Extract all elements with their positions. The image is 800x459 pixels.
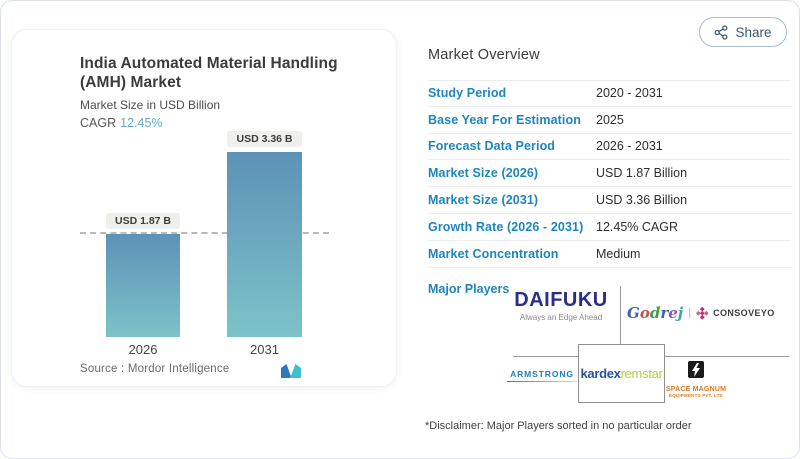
row-label: Market Size (2026) [428,166,539,181]
market-size-chart-card: India Automated Material Handling (AMH) … [11,29,397,387]
bar-chart-plot: USD 1.87 B USD 3.36 B [12,30,398,337]
logo-grid-divider-horizontal-right [665,356,789,357]
row-value: 2026 - 2031 [596,139,663,154]
table-row: Market Concentration Medium [428,241,791,268]
row-label: Market Size (2031) [428,193,539,208]
row-value: Medium [596,246,641,261]
threshold-dashed-line [80,232,329,234]
row-value: USD 1.87 Billion [596,166,688,181]
row-value: USD 3.36 Billion [596,193,688,208]
bar-value-label-2031: USD 3.36 B [227,131,302,147]
godrej-consoveyo-logos: Godrej | CONSOVEYO [627,300,789,326]
mordor-intelligence-logo-icon [281,364,301,378]
disclaimer-text: *Disclaimer: Major Players sorted in no … [425,420,692,432]
row-label: Forecast Data Period [428,139,556,154]
row-value: 2020 - 2031 [596,86,663,101]
source-row: Source : Mordor Intelligence [80,363,330,378]
logo-separator: | [688,307,692,319]
chart-title: India Automated Material Handling (AMH) … [80,55,338,91]
x-axis-label-2026: 2026 [128,342,158,357]
consoveyo-logo: CONSOVEYO [713,308,775,318]
share-button-label: Share [735,24,772,40]
chart-cagr: CAGR 12.45% [80,116,380,130]
share-button[interactable]: Share [699,17,787,47]
table-row: Base Year For Estimation 2025 [428,107,791,134]
x-axis-label-2031: 2031 [250,342,279,357]
armstrong-logo: ARMSTRONG [507,369,577,382]
cagr-value: 12.45% [120,116,163,130]
space-magnum-falcon-icon [688,361,704,378]
bar-2026 [106,234,180,337]
consoveyo-diamond-icon [696,306,709,320]
cagr-label: CAGR [80,116,117,130]
armstrong-underline [507,381,577,382]
bar-2031 [227,152,302,337]
table-row: Forecast Data Period 2026 - 2031 [428,134,791,161]
row-value: 2025 [596,112,624,127]
panel-title: Market Overview [428,47,540,63]
row-value: 12.45% CAGR [596,219,678,234]
table-row: Market Size (2031) USD 3.36 Billion [428,187,791,214]
chart-subtitle: Market Size in USD Billion [80,98,221,112]
source-attribution: Source : Mordor Intelligence [80,363,230,375]
table-row: Growth Rate (2026 - 2031) 12.45% CAGR [428,214,791,241]
major-players-label: Major Players [428,282,510,296]
logo-grid-divider-horizontal-left [513,356,578,357]
share-nodes-icon [715,24,728,40]
kardex-remstar-logo: kardex remstar [578,344,665,403]
bar-value-label-2026: USD 1.87 B [106,213,180,229]
row-label: Market Concentration [428,246,559,261]
row-label: Study Period [428,86,507,101]
major-players-logos: DAIFUKU Always an Edge Ahead Godrej | CO… [501,284,791,408]
overview-table: Study Period 2020 - 2031 Base Year For E… [428,80,791,268]
logo-grid-divider-vertical [620,286,621,344]
chart-header: India Automated Material Handling (AMH) … [80,54,380,130]
row-label: Base Year For Estimation [428,112,581,127]
godrej-logo: Godrej [627,304,684,322]
row-label: Growth Rate (2026 - 2031) [428,219,584,234]
market-overview-panel: Market Overview Study Period 2020 - 2031… [425,1,791,458]
daifuku-logo: DAIFUKU Always an Edge Ahead [514,289,608,322]
space-magnum-logo: SPACE MAGNUM EQUIPMENTS PVT. LTD [665,360,727,398]
table-row: Market Size (2026) USD 1.87 Billion [428,160,791,188]
table-row: Study Period 2020 - 2031 [428,80,791,107]
